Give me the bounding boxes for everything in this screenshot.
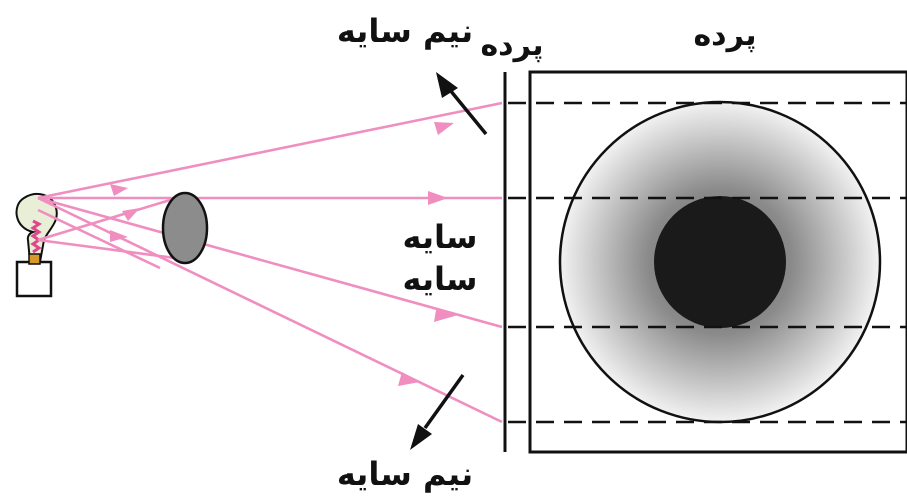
label-umbra-1: سایه xyxy=(403,218,478,256)
ray-arrowheads xyxy=(110,122,458,386)
label-screen-side: پرده xyxy=(480,28,543,63)
umbra-circle xyxy=(654,196,786,328)
label-penumbra-top: نیم سایه xyxy=(337,12,473,50)
light-bulb-icon xyxy=(15,192,58,298)
ray-7 xyxy=(37,208,161,270)
ray-5 xyxy=(37,192,191,242)
ray-3 xyxy=(37,196,503,329)
ray-1 xyxy=(37,101,503,200)
label-umbra-2: سایه xyxy=(403,260,478,298)
arrow-icon xyxy=(410,72,488,450)
label-screen-front: پرده xyxy=(693,18,756,53)
label-penumbra-bottom: نیم سایه xyxy=(337,455,473,493)
filament xyxy=(30,219,42,254)
obstacle-disc xyxy=(161,191,209,265)
ray-6 xyxy=(37,238,191,262)
bulb-base xyxy=(15,260,53,298)
dashed-guides xyxy=(508,101,907,424)
